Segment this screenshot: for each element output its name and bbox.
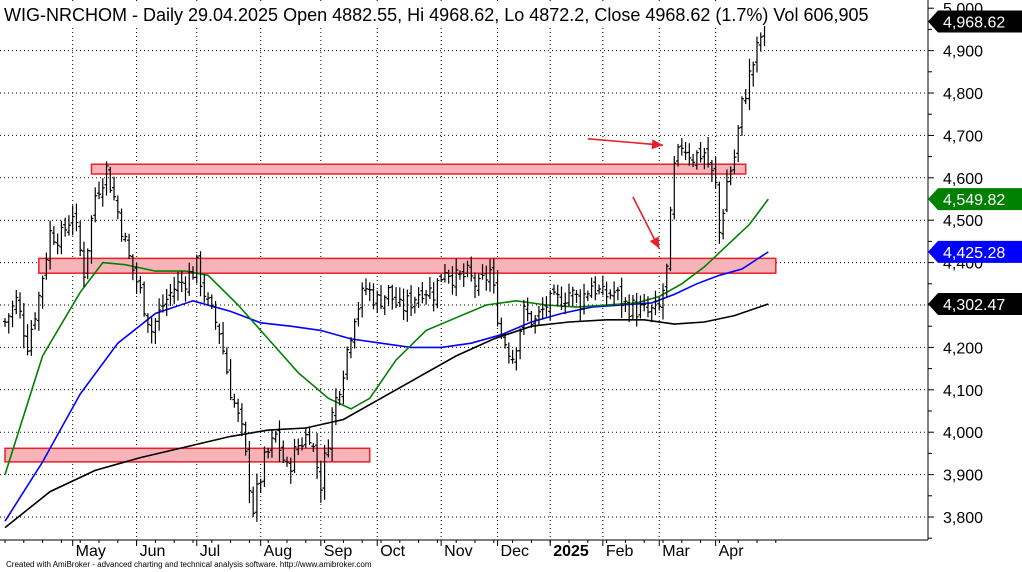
resistance-zone bbox=[4, 447, 371, 463]
x-tick-label: Sep bbox=[324, 543, 353, 560]
last-value-box bbox=[928, 10, 1022, 33]
x-tick-label: Mar bbox=[662, 543, 690, 560]
x-tick-label: Jul bbox=[200, 543, 220, 560]
ohlc-bars bbox=[3, 17, 767, 522]
last-value-box bbox=[928, 292, 1022, 315]
x-tick-label: Oct bbox=[380, 543, 405, 560]
annotation-arrowhead bbox=[649, 236, 660, 249]
resistance-zone bbox=[38, 257, 777, 274]
last-value-box bbox=[928, 240, 1022, 263]
ma-blue-line bbox=[4, 251, 769, 522]
x-tick-label: Aug bbox=[264, 543, 292, 560]
y-tick-label: 4,100 bbox=[943, 383, 983, 400]
last-value-label: 4,425.28 bbox=[943, 245, 1005, 262]
y-tick-label: 4,000 bbox=[943, 425, 983, 442]
y-tick-label: 4,500 bbox=[943, 213, 983, 230]
header-background bbox=[0, 2, 927, 26]
chart-header: WIG-NRCHOM - Daily 29.04.2025 Open 4882.… bbox=[4, 5, 869, 25]
x-axis: May Jun Jul Aug Sep Oct Nov Dec 2025 Feb Mar Apr bbox=[4, 540, 777, 560]
last-value-label: 4,302.47 bbox=[943, 297, 1005, 314]
x-tick-label: Apr bbox=[719, 543, 745, 560]
annotation-arrowhead bbox=[651, 139, 663, 150]
last-value-labels: 4,968.62 4,549.82 4,425.28 4,302.47 bbox=[928, 10, 1022, 315]
x-tick-label: May bbox=[76, 543, 106, 560]
resistance-zone bbox=[90, 163, 747, 175]
y-tick-label: 4,600 bbox=[943, 171, 983, 188]
y-tick-label: 3,900 bbox=[943, 468, 983, 485]
x-tick-label: Feb bbox=[606, 543, 634, 560]
x-tick-label: 2025 bbox=[553, 543, 589, 560]
y-tick-label: 4,700 bbox=[943, 128, 983, 145]
ma-black-line bbox=[4, 303, 769, 529]
annotation-arrows bbox=[587, 137, 664, 249]
y-tick-label: 3,800 bbox=[943, 510, 983, 527]
annotation-arrow-shaft bbox=[587, 137, 664, 146]
last-value-label: 4,549.82 bbox=[943, 192, 1005, 209]
footer-credit: Created with AmiBroker - advanced charti… bbox=[6, 560, 372, 569]
x-tick-label: Jun bbox=[140, 543, 166, 560]
y-tick-label: 4,800 bbox=[943, 86, 983, 103]
last-value-label: 4,968.62 bbox=[943, 15, 1005, 32]
y-tick-label: 4,900 bbox=[943, 44, 983, 61]
y-tick-label: 4,200 bbox=[943, 340, 983, 357]
resistance-zones bbox=[4, 163, 777, 463]
x-tick-label: Nov bbox=[444, 543, 472, 560]
last-value-box bbox=[928, 188, 1022, 211]
x-tick-label: Dec bbox=[501, 543, 529, 560]
